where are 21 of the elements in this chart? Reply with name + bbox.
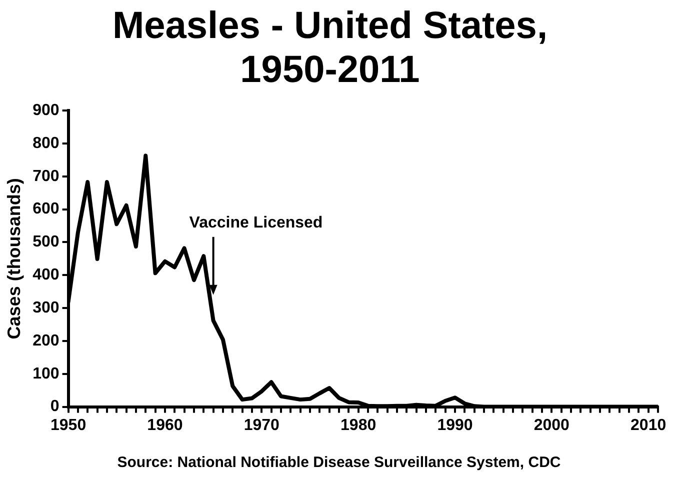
x-tick-label: 1980 [340,416,376,434]
x-tick-label: 2000 [534,416,570,434]
y-tick-label: 400 [32,266,60,284]
y-tick-label: 300 [32,299,60,316]
y-tick-label: 200 [32,332,60,350]
chart-title: Measles - United States, 1950-2011 [111,4,549,92]
y-tick-label: 100 [32,365,60,382]
y-tick-label: 700 [32,168,60,185]
x-tick-label: 1990 [437,416,473,434]
x-tick-label: 2010 [630,416,666,434]
annotation: Vaccine Licensed [189,214,323,232]
x-tick-label: 1950 [50,416,86,434]
x-tick-label: 1960 [147,416,183,434]
y-tick-label: 900 [32,102,60,120]
y-tick-label: 500 [32,234,60,251]
y-tick-label: 800 [32,134,60,152]
x-tick-label: 1970 [244,416,280,434]
y-axis-title: Cases (thousands) [4,178,24,340]
source-note: Source: National Notifiable Disease Surveillance System, CDC [116,454,562,471]
y-tick-label: 0 [50,398,60,416]
y-tick-label: 600 [32,200,60,218]
